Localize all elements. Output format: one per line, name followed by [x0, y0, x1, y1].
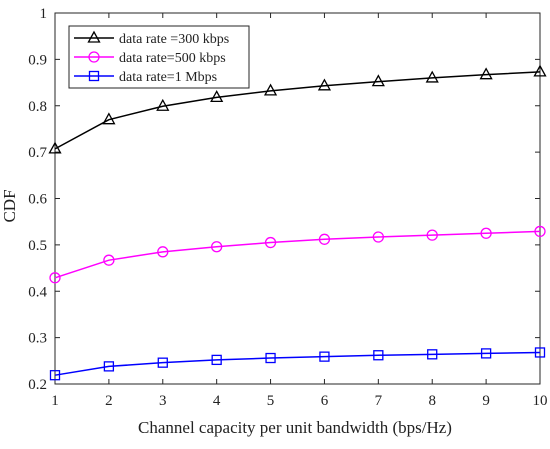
series-2 [49, 225, 546, 284]
data-point [479, 67, 493, 80]
legend-marker [87, 30, 101, 43]
data-point [265, 352, 276, 364]
data-point [48, 141, 62, 154]
data-point [103, 361, 115, 372]
data-point [318, 233, 331, 245]
x-tick-label: 6 [321, 393, 329, 409]
y-tick-label: 0.9 [28, 52, 47, 68]
data-point [211, 241, 223, 253]
series-layer [48, 64, 547, 381]
legend-marker [88, 70, 100, 82]
series-line [54, 230, 541, 279]
data-point [317, 78, 332, 91]
y-axis-title: CDF [0, 189, 19, 222]
data-point [427, 349, 438, 360]
data-point [480, 348, 492, 359]
data-point [533, 64, 547, 77]
y-tick-label: 0.6 [28, 192, 47, 208]
data-point [319, 351, 330, 362]
data-point [373, 350, 384, 361]
x-tick-label: 4 [213, 393, 221, 409]
y-tick-label: 1 [40, 6, 48, 22]
x-tick-label: 10 [533, 393, 548, 409]
x-axis-title: Channel capacity per unit bandwidth (bps… [138, 418, 452, 437]
series-1 [48, 64, 547, 154]
x-tick-label: 2 [105, 393, 113, 409]
data-point [264, 236, 277, 249]
y-tick-label: 0.5 [28, 238, 47, 254]
data-point [49, 370, 61, 381]
legend-item: data rate=1 Mbps [74, 70, 217, 85]
legend-item: data rate=500 kbps [74, 51, 226, 66]
x-tick-label: 7 [375, 393, 383, 409]
data-point [372, 231, 384, 243]
legend-item: data rate =300 kbps [74, 30, 229, 47]
legend-label: data rate =300 kbps [119, 32, 229, 47]
data-point [211, 354, 222, 366]
y-tick-label: 0.3 [28, 331, 47, 347]
data-point [480, 227, 492, 239]
legend-label: data rate=1 Mbps [119, 70, 217, 85]
x-tick-label: 5 [267, 393, 275, 409]
y-tick-label: 0.2 [28, 377, 47, 393]
data-point [534, 347, 546, 358]
y-tick-label: 0.4 [28, 284, 47, 300]
y-tick-label: 0.8 [28, 99, 47, 115]
data-point [102, 112, 116, 125]
y-tick-label: 0.7 [28, 145, 47, 161]
data-point [534, 225, 546, 238]
series-line [54, 351, 541, 376]
series-3 [49, 347, 546, 381]
x-tick-label: 3 [159, 393, 167, 409]
data-point [157, 246, 169, 258]
x-tick-label: 1 [51, 393, 59, 409]
data-point [263, 83, 278, 96]
data-point [49, 272, 61, 284]
data-point [425, 70, 439, 83]
legend: data rate =300 kbps data rate=500 kbps dat… [68, 25, 250, 89]
data-point [156, 98, 170, 111]
series-line [54, 71, 541, 150]
data-point [371, 74, 385, 87]
legend-label: data rate=500 kbps [119, 51, 226, 66]
legend-marker [88, 51, 100, 63]
data-point [103, 254, 115, 266]
x-tick-label: 9 [482, 393, 490, 409]
x-tick-label: 8 [428, 393, 436, 409]
data-point [157, 357, 168, 368]
data-point [426, 229, 438, 241]
data-point [210, 90, 224, 103]
axes: 1 2 3 4 5 6 7 8 9 10 0.2 0.3 0.4 0.5 0.6 0.7 0.8 0.9 1 [28, 6, 547, 409]
